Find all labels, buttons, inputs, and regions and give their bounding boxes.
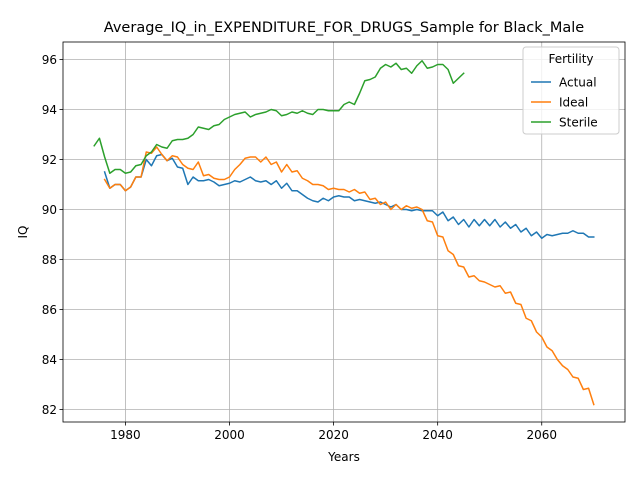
y-tick-label: 90 [42,203,57,217]
x-tick-label: 1980 [110,428,141,442]
y-axis: 82 84 86 88 90 92 94 96 [42,53,63,417]
series-line-ideal [103,146,595,406]
legend-label-sterile: Sterile [559,115,598,129]
legend-label-actual: Actual [559,75,597,89]
plot-frame [62,41,626,423]
x-axis-label: Years [327,450,360,464]
y-tick-label: 96 [42,53,57,67]
y-tick-label: 88 [42,253,57,267]
y-tick-label: 86 [42,303,57,317]
y-tick-label: 82 [42,403,57,417]
legend: Fertility Actual Ideal Sterile [522,46,620,135]
series-group [93,60,595,406]
series-line-sterile [93,60,465,174]
y-axis-label: IQ [16,226,30,239]
series-line-actual [103,153,595,239]
x-tick-label: 2000 [214,428,245,442]
y-tick-label: 84 [42,353,57,367]
x-tick-label: 2060 [526,428,557,442]
y-tick-label: 94 [42,103,57,117]
chart-title: Average_IQ_in_EXPENDITURE_FOR_DRUGS_Samp… [104,20,584,36]
grid [63,42,625,422]
legend-box [522,46,620,135]
x-axis: 1980 2000 2020 2040 2060 [110,422,557,442]
legend-label-ideal: Ideal [559,95,588,109]
x-tick-label: 2040 [422,428,453,442]
x-tick-label: 2020 [318,428,349,442]
y-tick-label: 92 [42,153,57,167]
legend-title: Fertility [548,52,593,66]
